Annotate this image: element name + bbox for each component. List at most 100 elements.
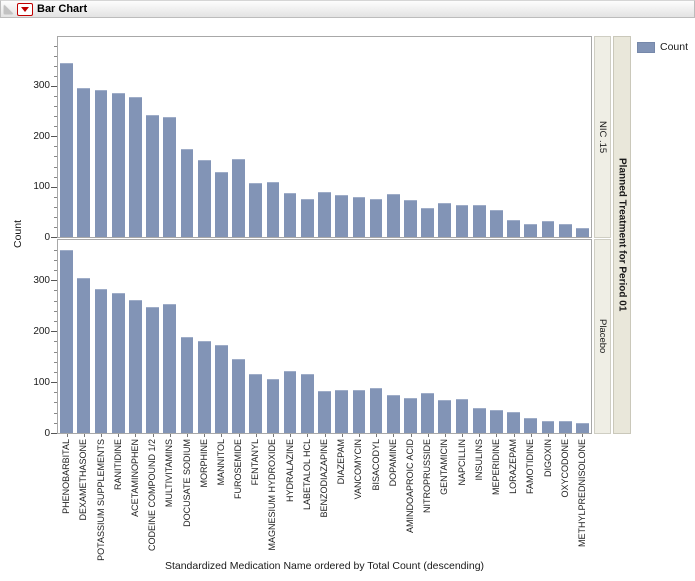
bar-nitroprusside[interactable] <box>421 208 435 237</box>
y-tick-label: 0 <box>44 427 50 439</box>
bar-furosemide[interactable] <box>232 158 245 237</box>
y-minor-tick <box>54 290 57 292</box>
bar-labetalol-hcl[interactable] <box>300 374 314 433</box>
y-tick-label: 100 <box>33 181 50 193</box>
disclosure-triangle-icon[interactable] <box>4 4 13 14</box>
bar-oxycodone[interactable] <box>558 224 572 237</box>
x-tick <box>530 434 532 437</box>
bar-bisacodyl[interactable] <box>369 387 383 433</box>
y-major-tick <box>51 433 57 434</box>
bar-diazepam[interactable] <box>335 389 349 433</box>
bar-methylprednisolone[interactable] <box>576 227 589 237</box>
bar-vancomycin[interactable] <box>352 196 366 237</box>
bar-famotidine[interactable] <box>524 417 538 433</box>
bar-napcillin[interactable] <box>455 398 469 433</box>
bar-lorazepam[interactable] <box>507 219 520 237</box>
bar-fentanyl[interactable] <box>249 182 263 237</box>
y-major-tick <box>51 237 57 238</box>
bar-docusate-sodium[interactable] <box>180 148 194 237</box>
bar-potassium-supplements[interactable] <box>94 89 108 237</box>
x-category-label: LORAZEPAM <box>508 439 519 494</box>
bar-potassium-supplements[interactable] <box>94 289 108 433</box>
bar-gentamicin[interactable] <box>438 400 452 433</box>
bar-mannitol[interactable] <box>214 171 228 237</box>
bar-acetaminophen[interactable] <box>129 299 142 433</box>
y-tick-label: 200 <box>33 325 50 337</box>
y-minor-tick <box>54 75 57 77</box>
facet-label-placebo: Placebo <box>594 239 611 434</box>
bar-ranitidine[interactable] <box>111 293 125 433</box>
bar-benzodiazapine[interactable] <box>318 390 331 433</box>
legend-swatch[interactable] <box>637 41 655 53</box>
bar-mannitol[interactable] <box>214 344 228 433</box>
bar-magnesium-hydroxide[interactable] <box>266 379 280 433</box>
bar-ranitidine[interactable] <box>111 93 125 237</box>
bar-gentamicin[interactable] <box>438 203 452 237</box>
bar-acetaminophen[interactable] <box>129 96 142 237</box>
bar-vancomycin[interactable] <box>352 390 366 433</box>
bar-codeine-compound-1-2[interactable] <box>146 114 159 237</box>
bar-dexamethasone[interactable] <box>77 277 91 433</box>
bar-morphine[interactable] <box>197 341 211 433</box>
x-category-label: FAMOTIDINE <box>525 439 536 495</box>
y-minor-tick <box>54 341 57 343</box>
bar-dopamine[interactable] <box>386 394 400 433</box>
bar-multivitamins[interactable] <box>163 304 177 433</box>
x-tick <box>187 434 188 437</box>
y-minor-tick <box>54 216 57 218</box>
x-tick <box>462 434 463 437</box>
bar-hydralazine[interactable] <box>283 192 297 237</box>
bar-multivitamins[interactable] <box>163 117 177 237</box>
bar-phenobarbital[interactable] <box>60 63 73 237</box>
bar-diazepam[interactable] <box>335 195 349 237</box>
bar-insulins[interactable] <box>472 408 486 433</box>
y-minor-tick <box>54 95 57 97</box>
bar-methylprednisolone[interactable] <box>576 422 589 433</box>
x-category-label: GENTAMICIN <box>439 439 450 495</box>
y-minor-tick <box>54 196 57 198</box>
red-menu-button[interactable] <box>17 2 33 16</box>
bar-famotidine[interactable] <box>524 223 538 237</box>
facet-title: Planned Treatment for Period 01 <box>613 36 631 434</box>
y-minor-tick <box>54 351 57 353</box>
y-minor-tick <box>54 156 57 158</box>
bar-meperidine[interactable] <box>490 409 503 433</box>
bar-bisacodyl[interactable] <box>369 199 383 237</box>
bar-morphine[interactable] <box>197 160 211 237</box>
bar-labetalol-hcl[interactable] <box>300 199 314 237</box>
y-minor-tick <box>54 270 57 271</box>
bar-docusate-sodium[interactable] <box>180 337 194 433</box>
x-tick <box>565 434 567 437</box>
y-minor-tick <box>54 259 57 261</box>
x-tick <box>66 434 68 437</box>
bar-oxycodone[interactable] <box>558 421 572 433</box>
bar-fentanyl[interactable] <box>249 374 263 433</box>
x-category-label: DIGOXIN <box>542 439 553 478</box>
y-minor-tick <box>54 106 57 107</box>
x-tick <box>118 434 120 437</box>
outline-title: Bar Chart <box>37 3 88 15</box>
bar-lorazepam[interactable] <box>507 411 520 433</box>
bar-napcillin[interactable] <box>455 204 469 237</box>
bar-amindoaproic-acid[interactable] <box>404 397 417 433</box>
x-category-label: HYDRALAZINE <box>284 439 295 503</box>
bar-nitroprusside[interactable] <box>421 393 435 433</box>
bar-hydralazine[interactable] <box>283 370 297 433</box>
bar-phenobarbital[interactable] <box>60 249 73 433</box>
x-tick <box>255 434 257 437</box>
y-minor-tick <box>54 45 57 47</box>
bar-insulins[interactable] <box>472 205 486 237</box>
bar-amindoaproic-acid[interactable] <box>404 200 417 237</box>
bar-meperidine[interactable] <box>490 210 503 237</box>
bar-magnesium-hydroxide[interactable] <box>266 181 280 237</box>
bar-benzodiazapine[interactable] <box>318 191 331 237</box>
x-category-label: DOCUSATE SODIUM <box>181 439 192 527</box>
bar-digoxin[interactable] <box>541 421 555 433</box>
bar-dopamine[interactable] <box>386 194 400 237</box>
bar-furosemide[interactable] <box>232 359 245 433</box>
y-minor-tick <box>54 176 57 178</box>
bar-dexamethasone[interactable] <box>77 88 91 237</box>
bar-digoxin[interactable] <box>541 220 555 237</box>
bar-codeine-compound-1-2[interactable] <box>146 306 159 433</box>
x-tick <box>427 434 429 437</box>
